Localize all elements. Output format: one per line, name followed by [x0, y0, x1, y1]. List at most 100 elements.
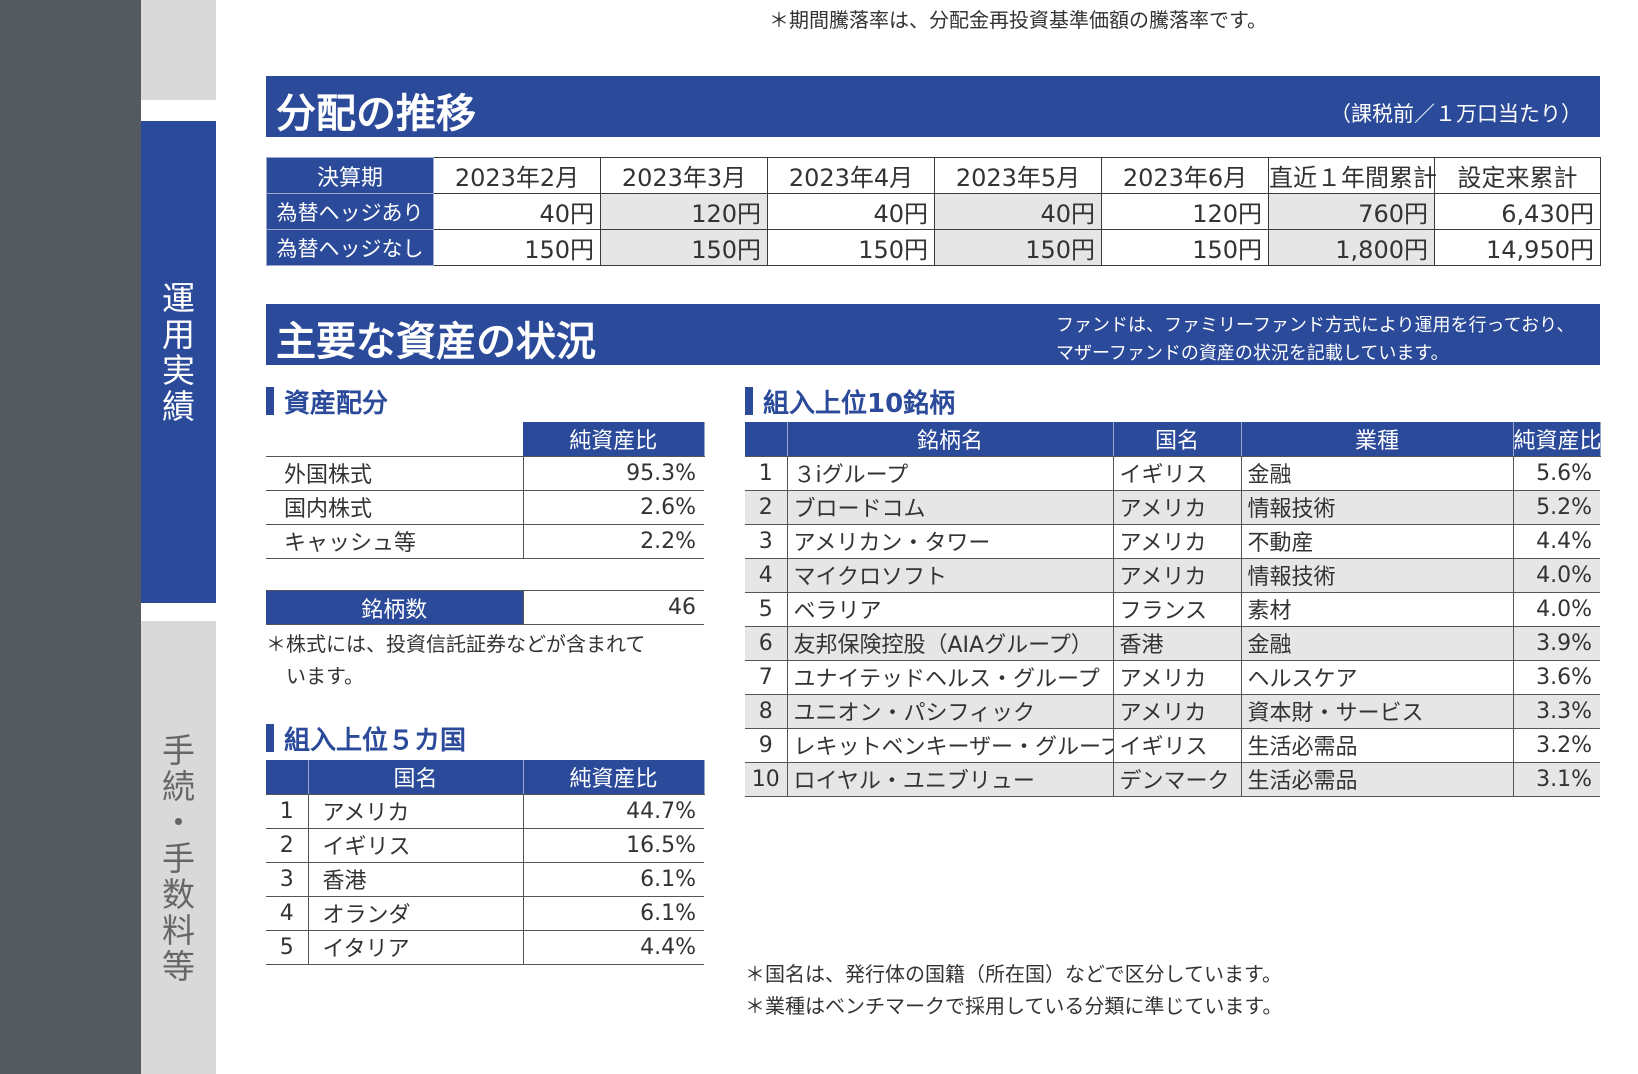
side-tab-performance-label: 運用実績	[162, 279, 195, 426]
distribution-banner: 分配の推移 （課税前／１万口当たり）	[266, 76, 1600, 137]
sector-cell: 素材	[1241, 592, 1514, 627]
table-row: 4 オランダ 6.1%	[266, 896, 704, 931]
table-cell: 1,800円	[1268, 229, 1435, 266]
holdings-count-label: 銘柄数	[266, 590, 524, 625]
footnote-line: ＊株式には、投資信託証券などが含まれて	[266, 632, 646, 656]
table-cell: 120円	[600, 193, 768, 230]
table-cell: 6,430円	[1434, 193, 1601, 230]
blank-header-cell	[266, 422, 523, 457]
sector-cell: 生活必需品	[1241, 762, 1514, 797]
holding-name-cell: アメリカン・タワー	[787, 524, 1114, 559]
distribution-row-unhedged: 為替ヘッジなし 150円 150円 150円 150円 150円 1,800円 …	[266, 229, 1601, 266]
header-cell: 2023年3月	[600, 157, 768, 194]
table-row: 国内株式 2.6%	[266, 490, 704, 525]
allocation-table: 純資産比 外国株式 95.3% 国内株式 2.6% キャッシュ等 2.2%	[266, 422, 705, 559]
rank-cell: 7	[745, 660, 788, 695]
left-margin	[0, 0, 141, 1074]
distribution-subtitle: （課税前／１万口当たり）	[1330, 102, 1582, 126]
sector-cell: 不動産	[1241, 524, 1514, 559]
asset-value: 95.3%	[523, 456, 704, 491]
side-tab-procedures[interactable]: 手続・手数料等	[141, 621, 216, 1074]
value-cell: 4.4%	[523, 930, 704, 965]
rank-cell: 4	[745, 558, 788, 593]
header-cell: 銘柄名	[787, 422, 1114, 457]
table-cell: 40円	[433, 193, 601, 230]
table-cell: 150円	[934, 229, 1102, 266]
header-cell: 2023年4月	[767, 157, 935, 194]
assets-banner: 主要な資産の状況 ファンドは、ファミリーファンド方式により運用を行っており、 マ…	[266, 304, 1600, 365]
country-cell: イギリス	[1113, 728, 1242, 763]
header-cell: 設定来累計	[1434, 157, 1601, 194]
side-tab-spacer	[141, 0, 216, 100]
country-cell: アメリカ	[308, 794, 524, 829]
header-cell: 純資産比	[523, 422, 705, 457]
header-cell: 決算期	[266, 157, 434, 194]
country-cell: アメリカ	[1113, 558, 1242, 593]
asset-value: 2.2%	[523, 524, 704, 559]
top10-header-row: 銘柄名 国名 業種 純資産比	[745, 422, 1601, 457]
rank-cell: 10	[745, 762, 788, 797]
table-cell: 14,950円	[1434, 229, 1601, 266]
table-row: 3 香港 6.1%	[266, 862, 704, 897]
country-cell: デンマーク	[1113, 762, 1242, 797]
row-label: 為替ヘッジなし	[266, 229, 434, 266]
countries-heading: 組入上位５カ国	[266, 720, 466, 757]
rank-cell: 2	[745, 490, 788, 525]
sector-cell: 金融	[1241, 626, 1514, 661]
rank-cell: 1	[266, 794, 309, 829]
table-row: 6 友邦保険控股（AIAグループ） 香港 金融 3.9%	[745, 626, 1600, 661]
rank-cell: 8	[745, 694, 788, 729]
value-cell: 4.0%	[1513, 592, 1600, 627]
asset-value: 2.6%	[523, 490, 704, 525]
rank-cell: 5	[266, 930, 309, 965]
header-cell: 直近１年間累計	[1268, 157, 1437, 194]
country-cell: 香港	[308, 862, 524, 897]
holding-name-cell: ブロードコム	[787, 490, 1114, 525]
countries-header-row: 国名 純資産比	[266, 760, 705, 795]
header-cell: 2023年5月	[934, 157, 1102, 194]
holding-name-cell: ロイヤル・ユニブリュー	[787, 762, 1114, 797]
holding-name-cell: ベラリア	[787, 592, 1114, 627]
asset-name: キャッシュ等	[266, 524, 524, 559]
rank-cell: 3	[266, 862, 309, 897]
value-cell: 3.9%	[1513, 626, 1600, 661]
table-cell: 150円	[767, 229, 935, 266]
rank-cell: 1	[745, 456, 788, 491]
holdings-count-table: 銘柄数 46	[266, 590, 704, 625]
holding-name-cell: ユナイテッドヘルス・グループ	[787, 660, 1114, 695]
table-row: 1 ３iグループ イギリス 金融 5.6%	[745, 456, 1600, 491]
holding-name-cell: ３iグループ	[787, 456, 1114, 491]
rank-cell: 4	[266, 896, 309, 931]
distribution-header-row: 決算期 2023年2月 2023年3月 2023年4月 2023年5月 2023…	[266, 157, 1601, 194]
header-cell: 業種	[1241, 422, 1514, 457]
value-cell: 16.5%	[523, 828, 704, 863]
value-cell: 44.7%	[523, 794, 704, 829]
header-cell: 純資産比	[1513, 422, 1601, 457]
header-cell	[745, 422, 788, 457]
table-row: 5 ベラリア フランス 素材 4.0%	[745, 592, 1600, 627]
sector-cell: 情報技術	[1241, 558, 1514, 593]
table-cell: 120円	[1101, 193, 1269, 230]
top10-footnote: ＊国名は、発行体の国籍（所在国）などで区分しています。 ＊業種はベンチマークで採…	[745, 958, 1282, 1022]
table-cell: 150円	[433, 229, 601, 266]
table-row: 2 イギリス 16.5%	[266, 828, 704, 863]
table-row: 7 ユナイテッドヘルス・グループ アメリカ ヘルスケア 3.6%	[745, 660, 1600, 695]
header-cell: 国名	[308, 760, 524, 795]
assets-note: ファンドは、ファミリーファンド方式により運用を行っており、 マザーファンドの資産…	[1056, 312, 1574, 368]
table-cell: 760円	[1268, 193, 1435, 230]
value-cell: 5.6%	[1513, 456, 1600, 491]
table-cell: 150円	[1101, 229, 1269, 266]
allocation-heading: 資産配分	[266, 383, 388, 420]
country-cell: アメリカ	[1113, 660, 1242, 695]
rank-cell: 5	[745, 592, 788, 627]
country-cell: イタリア	[308, 930, 524, 965]
table-row: 9 レキットベンキーザー・グループ イギリス 生活必需品 3.2%	[745, 728, 1600, 763]
table-row: 1 アメリカ 44.7%	[266, 794, 704, 829]
value-cell: 3.6%	[1513, 660, 1600, 695]
holding-name-cell: ユニオン・パシフィック	[787, 694, 1114, 729]
table-cell: 150円	[600, 229, 768, 266]
country-cell: フランス	[1113, 592, 1242, 627]
top10-heading: 組入上位10銘柄	[745, 383, 955, 420]
period-return-note: ＊期間騰落率は、分配金再投資基準価額の騰落率です。	[769, 8, 1267, 32]
side-tab-performance[interactable]: 運用実績	[141, 121, 216, 603]
